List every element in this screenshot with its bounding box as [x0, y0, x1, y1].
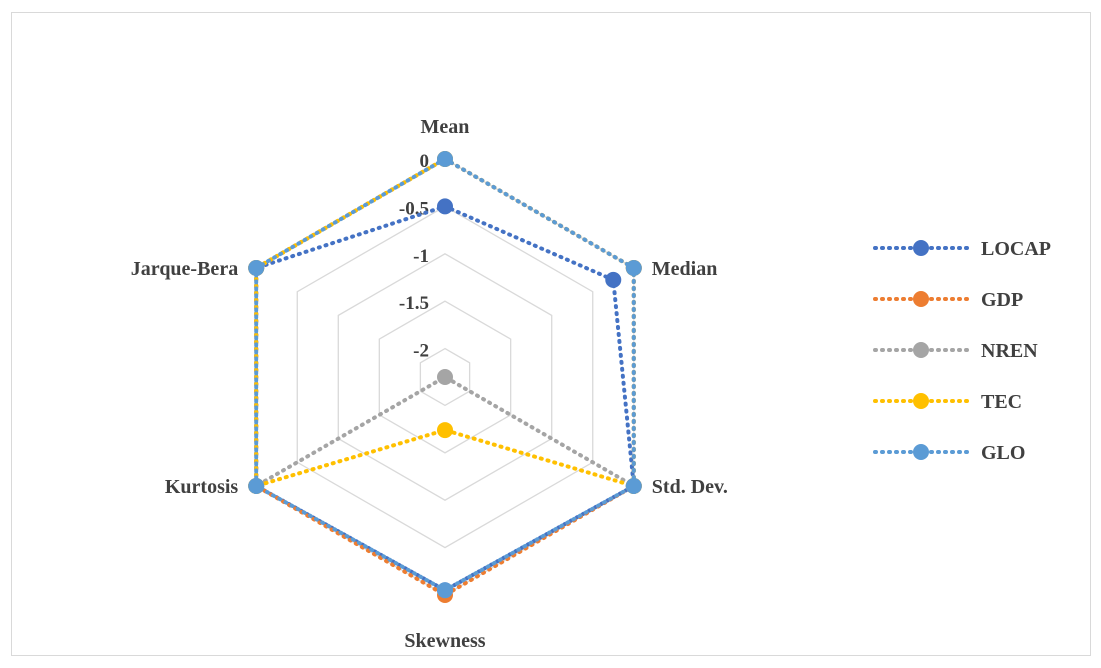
data-point-tec-skewness [437, 422, 453, 439]
legend-marker [913, 342, 929, 358]
legend-item-glo: GLO [873, 442, 1025, 464]
legend-item-nren: NREN [873, 340, 1038, 362]
legend-marker [913, 291, 929, 307]
series-glo [248, 151, 642, 599]
data-point-glo-skewness [437, 582, 453, 599]
tick-label-4: -2 [413, 341, 429, 362]
legend-label: GDP [981, 289, 1023, 311]
data-point-glo-jarque-bera [248, 260, 265, 276]
radial-tick-labels: 0-0.5-1-1.5-2 [399, 151, 429, 362]
legend-marker [913, 393, 929, 409]
data-point-glo-median [625, 260, 642, 276]
legend-marker [913, 240, 929, 256]
legend-item-gdp: GDP [873, 289, 1023, 311]
legend-item-locap: LOCAP [873, 238, 1051, 260]
axis-label-skewness: Skewness [404, 630, 485, 652]
data-point-glo-kurtosis [248, 478, 265, 494]
data-point-nren-skewness [437, 369, 453, 385]
axis-label-mean: Mean [421, 116, 470, 138]
legend: LOCAP GDP NREN TEC GLO [873, 238, 1051, 464]
legend-label: NREN [981, 340, 1038, 362]
legend-label: GLO [981, 442, 1025, 464]
legend-marker [913, 444, 929, 460]
chart-area: 0 -0.5 -1 -1.5 -2 Mean Median Std. Dev. Skewnes… [11, 12, 1091, 656]
axis-label-jarque-bera: Jarque-Bera [131, 258, 238, 280]
data-point-locap-median [605, 271, 622, 288]
data-series [248, 151, 642, 603]
grid-ring-2 [337, 253, 553, 501]
legend-label: TEC [981, 391, 1022, 413]
legend-item-tec: TEC [873, 391, 1022, 413]
grid-ring-3 [378, 300, 512, 454]
series-locap [248, 198, 642, 599]
data-point-glo-mean [437, 151, 453, 167]
axis-label-median: Median [652, 258, 718, 280]
axis-labels: Mean Median Std. Dev. Skewness Kurtosis Jarqu… [131, 116, 728, 652]
data-point-glo-std-dev [625, 478, 642, 494]
tick-label-0: 0 [420, 151, 430, 172]
data-point-locap-mean [437, 198, 453, 215]
tick-label-3: -1.5 [399, 293, 429, 314]
grid-ring-1 [296, 205, 594, 549]
axis-label-std-dev: Std. Dev. [652, 476, 728, 498]
tick-label-2: -1 [413, 246, 429, 267]
series-line-locap [254, 204, 636, 593]
grid-ring-4 [419, 347, 471, 407]
legend-label: LOCAP [981, 238, 1051, 260]
axis-label-kurtosis: Kurtosis [165, 476, 239, 498]
